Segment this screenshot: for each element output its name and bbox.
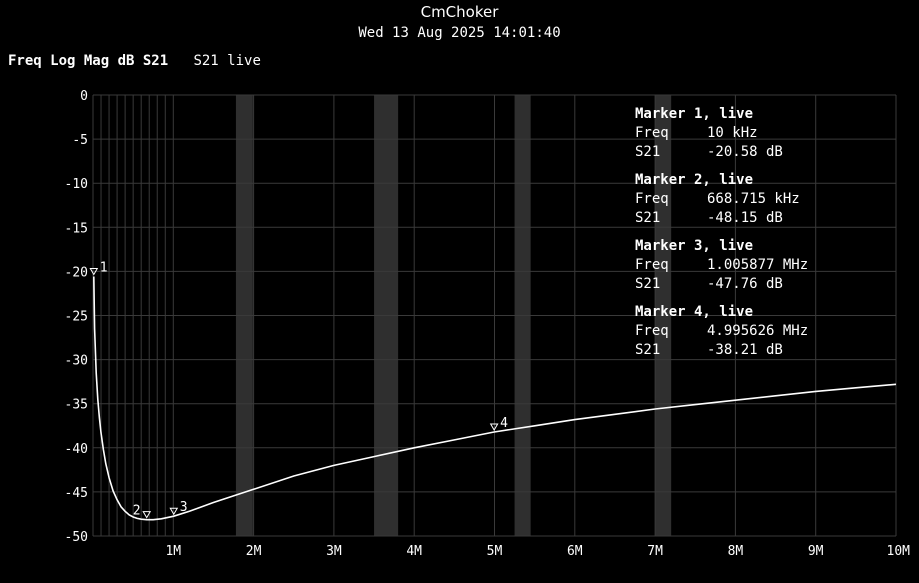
marker-param-label: S21: [635, 342, 661, 358]
marker-freq-value: 1.005877 MHz: [707, 257, 809, 273]
trace-header: Freq Log Mag dB S21 S21 live: [8, 53, 261, 69]
marker-label: 1: [100, 261, 108, 276]
y-axis-labels: 0 -5 -10 -15 -20 -25 -30 -35 -40 -45 -50: [65, 89, 88, 545]
y-tick-label: -25: [65, 310, 88, 325]
marker-freq-value: 10 kHz: [707, 125, 758, 141]
x-tick-label: 3M: [326, 544, 342, 559]
marker-freq-label: Freq: [635, 323, 669, 339]
x-tick-label: 6M: [567, 544, 583, 559]
marker-freq-label: Freq: [635, 191, 669, 207]
grid-lines: [92, 94, 897, 537]
x-tick-label: 1M: [165, 544, 181, 559]
marker-label: 3: [180, 500, 188, 515]
trace-format-label: Freq Log Mag dB S21: [8, 53, 169, 69]
y-tick-label: -45: [65, 486, 88, 501]
marker-title: Marker 1, live: [635, 106, 754, 122]
marker-triangle-icon[interactable]: [142, 511, 152, 519]
y-tick-label: -40: [65, 442, 88, 457]
marker-freq-value: 668.715 kHz: [707, 191, 800, 207]
marker-triangle-icon[interactable]: [169, 507, 179, 516]
y-tick-label: -5: [72, 133, 88, 148]
marker-readout-2: Marker 2, live Freq 668.715 kHz S21 -48.15…: [635, 171, 808, 228]
trace-line-s21[interactable]: [93, 276, 897, 521]
trace-layer: [93, 276, 897, 521]
x-tick-label: 9M: [808, 544, 824, 559]
marker-label: 2: [133, 504, 141, 519]
marker-readout-3: Marker 3, live Freq 1.005877 MHz S21 -47.7…: [635, 237, 808, 294]
x-tick-label: 2M: [246, 544, 262, 559]
marker-freq-value: 4.995626 MHz: [707, 323, 809, 339]
y-tick-label: -35: [65, 398, 88, 413]
marker-param-value: -48.15 dB: [707, 210, 783, 226]
trace-name-label: S21 live: [193, 53, 261, 69]
y-tick-label: -10: [65, 177, 88, 192]
marker-readout-4: Marker 4, live Freq 4.995626 MHz S21 -38.2…: [635, 303, 808, 360]
marker-param-value: -47.76 dB: [707, 276, 783, 292]
x-tick-label: 10M: [887, 544, 911, 559]
marker-layer: 1 2 3 4: [89, 261, 508, 519]
y-tick-label: -50: [65, 530, 88, 545]
y-tick-label: -15: [65, 221, 88, 236]
marker-readout-panel: Marker 1, live Freq 10 kHz S21 -20.58 dB M…: [635, 105, 808, 369]
marker-param-label: S21: [635, 144, 661, 160]
x-tick-label: 8M: [728, 544, 744, 559]
marker-title: Marker 4, live: [635, 304, 754, 320]
marker-title: Marker 2, live: [635, 172, 754, 188]
chart-title: CmChoker: [420, 3, 499, 21]
timestamp: Wed 13 Aug 2025 14:01:40: [358, 25, 561, 41]
y-tick-label: -30: [65, 354, 88, 369]
marker-triangle-icon[interactable]: [89, 268, 99, 276]
marker-triangle-icon[interactable]: [489, 423, 499, 432]
marker-freq-label: Freq: [635, 257, 669, 273]
x-tick-label: 7M: [647, 544, 663, 559]
marker-param-value: -20.58 dB: [707, 144, 783, 160]
marker-label: 4: [500, 416, 508, 431]
marker-readout-1: Marker 1, live Freq 10 kHz S21 -20.58 dB: [635, 105, 808, 162]
marker-param-label: S21: [635, 276, 661, 292]
marker-param-label: S21: [635, 210, 661, 226]
y-tick-label: -20: [65, 265, 88, 280]
x-tick-label: 5M: [487, 544, 503, 559]
marker-param-value: -38.21 dB: [707, 342, 783, 358]
x-axis-labels: 1M 2M 3M 4M 5M 6M 7M 8M 9M 10M: [165, 544, 910, 559]
marker-title: Marker 3, live: [635, 238, 754, 254]
marker-freq-label: Freq: [635, 125, 669, 141]
y-tick-label: 0: [80, 89, 88, 104]
x-tick-label: 4M: [406, 544, 422, 559]
